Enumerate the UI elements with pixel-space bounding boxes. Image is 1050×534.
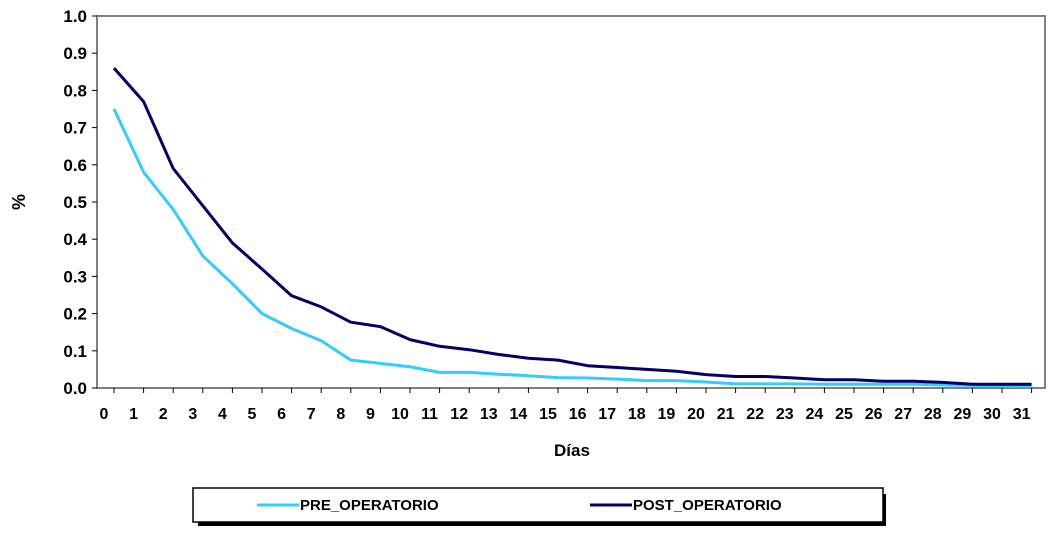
x-tick-label: 28 <box>924 406 942 423</box>
y-tick-label: 0.3 <box>63 267 87 286</box>
x-tick-label: 27 <box>894 406 912 423</box>
x-tick-label: 12 <box>450 406 468 423</box>
y-tick-label: 0.5 <box>63 193 87 212</box>
x-tick-label: 11 <box>421 406 438 423</box>
x-tick-label: 2 <box>159 406 168 423</box>
x-axis-title: Días <box>554 441 590 460</box>
x-tick-label: 14 <box>510 406 528 423</box>
y-axis-title: % <box>9 194 29 210</box>
x-tick-label: 25 <box>835 406 853 423</box>
x-tick-label: 4 <box>218 406 227 423</box>
x-tick-label: 8 <box>336 406 345 423</box>
x-tick-label: 30 <box>983 406 1001 423</box>
x-tick-label: 15 <box>539 406 557 423</box>
legend-label: POST_OPERATORIO <box>633 497 782 514</box>
x-tick-label: 20 <box>687 406 705 423</box>
x-tick-label: 22 <box>746 406 764 423</box>
x-tick-label: 5 <box>248 406 257 423</box>
legend-box <box>192 487 884 523</box>
x-tick-label: 29 <box>954 406 972 423</box>
x-tick-label: 1 <box>129 406 138 423</box>
x-tick-label: 19 <box>658 406 676 423</box>
plot-area-frame <box>96 15 1046 389</box>
series-line-post-operatorio <box>112 67 1032 386</box>
x-tick-label: 24 <box>806 406 824 423</box>
y-tick-label: 0.8 <box>63 81 87 100</box>
x-tick-label: 16 <box>569 406 587 423</box>
x-tick-label: 9 <box>366 406 375 423</box>
y-tick-label: 0.7 <box>63 119 87 138</box>
y-tick-label: 0.6 <box>63 156 87 175</box>
x-tick-label: 3 <box>188 406 197 423</box>
y-tick-label: 0.0 <box>63 379 87 398</box>
x-tick-label: 26 <box>865 406 883 423</box>
legend-label: PRE_OPERATORIO <box>300 497 439 514</box>
legend: PRE_OPERATORIO POST_OPERATORIO <box>192 487 886 526</box>
y-tick-label: 1.0 <box>63 7 87 26</box>
x-tick-label: 10 <box>391 406 409 423</box>
x-tick-label: 13 <box>480 406 498 423</box>
x-tick-label: 17 <box>598 406 616 423</box>
x-tick-label: 23 <box>776 406 794 423</box>
series-line-pre-operatorio <box>112 108 1032 388</box>
y-tick-label: 0.4 <box>63 230 87 249</box>
x-tick-label: 6 <box>277 406 286 423</box>
x-tick-label: 0 <box>100 406 109 423</box>
y-tick-label: 0.2 <box>63 305 87 324</box>
x-tick-label: 31 <box>1013 406 1031 423</box>
y-tick-label: 0.9 <box>63 44 87 63</box>
x-tick-label: 21 <box>717 406 735 423</box>
x-tick-label: 18 <box>628 406 646 423</box>
y-tick-label: 0.1 <box>63 342 87 361</box>
x-tick-label: 7 <box>307 406 316 423</box>
